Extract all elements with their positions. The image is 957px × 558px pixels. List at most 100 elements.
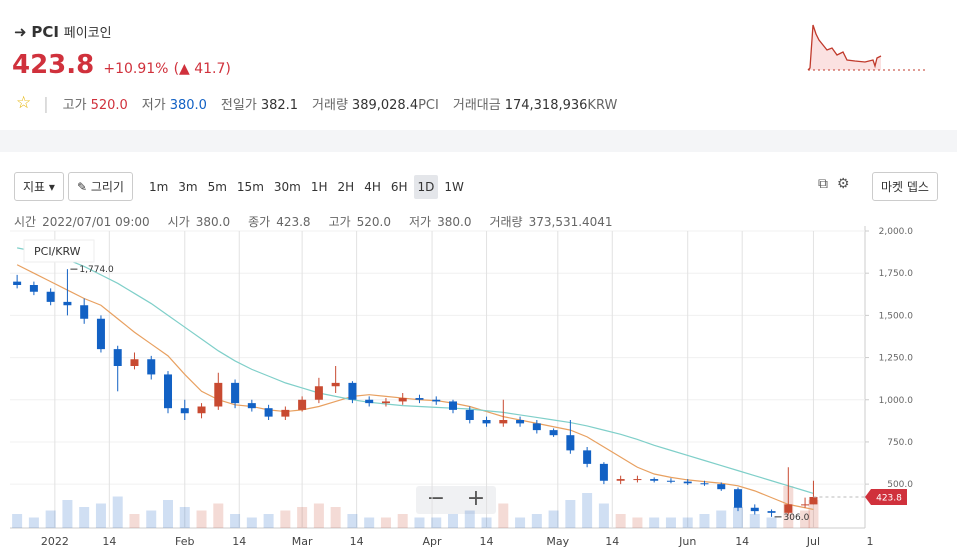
volume-bar — [582, 493, 593, 528]
stat: 거래량 389,028.4PCI — [312, 94, 439, 113]
divider: | — [43, 93, 49, 113]
info-label: 거래량 — [489, 215, 523, 229]
candle-body — [700, 483, 709, 485]
candle-body — [113, 349, 122, 366]
draw-button[interactable]: ✎ 그리기 — [67, 172, 133, 201]
indicator-button[interactable]: 지표 ▾ — [14, 172, 64, 201]
zoom-in[interactable]: + — [467, 486, 485, 511]
spark-line — [807, 24, 882, 71]
stat-value: 174,318,936 — [504, 97, 588, 113]
stat-label: 거래량 — [312, 97, 348, 113]
candle-body — [616, 479, 625, 481]
stat: 거래대금 174,318,936KRW — [453, 94, 617, 113]
volume-bar — [364, 517, 375, 528]
candle-body — [583, 450, 592, 464]
settings-icon[interactable]: ⚙ — [836, 176, 850, 192]
x-tick-label: Jun — [678, 535, 696, 548]
x-tick-label: Apr — [423, 535, 443, 548]
stat: 전일가 382.1 — [221, 94, 298, 113]
interval-button[interactable]: 1m — [148, 179, 169, 194]
volume-bar — [733, 507, 744, 528]
candle-body — [29, 285, 38, 292]
interval-button[interactable]: 5m — [207, 179, 227, 194]
volume-bar — [682, 517, 693, 528]
toolbar-icons: ⧉ ⚙ — [818, 176, 849, 192]
info-item: 시가 380.0 — [168, 215, 230, 229]
stat: 고가 520.0 — [63, 94, 128, 113]
change-amount: (▲ 41.7) — [173, 61, 231, 77]
candle-body — [801, 504, 810, 506]
stat-unit: PCI — [418, 97, 439, 113]
candle-body — [717, 484, 726, 490]
volume-bar — [263, 514, 274, 528]
volume-bar — [548, 510, 559, 528]
stat: 저가 380.0 — [142, 94, 207, 113]
interval-button[interactable]: 30m — [273, 179, 301, 194]
candle-body — [532, 423, 541, 431]
interval-button[interactable]: 1H — [310, 179, 328, 194]
stat-label: 전일가 — [220, 97, 257, 113]
info-value: 373,531.4041 — [528, 215, 613, 229]
candle-body — [784, 504, 793, 513]
y-tick-label: 500.0 — [887, 480, 913, 490]
x-tick-label: 14 — [232, 535, 246, 548]
toolbar: 지표 ▾ ✎ 그리기 1m 3m 5m 15m 30m 1H 2H 4H 6H 1D 1W — [14, 172, 470, 201]
x-tick-label: 1 — [867, 535, 874, 548]
volume-bar — [766, 517, 777, 528]
market-depth-button[interactable]: 마켓 뎁스 — [872, 172, 938, 201]
volume-bar — [598, 503, 609, 528]
candle-body — [281, 409, 290, 417]
label: 지표 — [23, 180, 46, 194]
x-tick-label: 2022 — [41, 535, 69, 548]
interval-button[interactable]: 15m — [236, 179, 264, 194]
candle-body — [96, 318, 105, 350]
favorite-star[interactable]: ☆ — [16, 93, 32, 113]
interval-button[interactable]: 3m — [178, 179, 198, 194]
volume-bar — [347, 514, 358, 528]
symbol: PCI — [31, 23, 59, 41]
annotation: 1,774.0 — [79, 265, 114, 275]
x-tick-label: May — [546, 535, 569, 548]
volume-bar — [515, 517, 526, 528]
last-price-label: 423.8 — [876, 493, 902, 503]
stat-label: 거래대금 — [452, 97, 501, 113]
x-tick-label: 14 — [480, 535, 494, 548]
volume-bar — [481, 517, 492, 528]
volume-bar — [380, 517, 391, 528]
candle-body — [499, 420, 508, 424]
interval-button[interactable]: 4H — [364, 179, 381, 194]
volume-bar — [179, 507, 190, 528]
y-tick-label: 750.0 — [887, 438, 913, 448]
info-item: 거래량 373,531.4041 — [489, 215, 612, 229]
interval-button[interactable]: 6H — [390, 179, 408, 194]
x-tick-label: Jul — [806, 535, 820, 548]
popout-icon[interactable]: ⧉ — [818, 176, 828, 192]
stat-value: 380.0 — [169, 97, 207, 113]
candle-body — [683, 481, 692, 484]
zoom-out[interactable]: − — [427, 486, 445, 511]
info-label: 종가 — [248, 215, 271, 229]
candle-body — [566, 435, 575, 451]
candle-body — [650, 479, 659, 481]
volume-bar — [28, 517, 39, 528]
intervals: 1m 3m 5m 15m 30m 1H 2H 4H 6H 1D 1W — [145, 174, 470, 199]
volume-bar — [129, 514, 140, 528]
candle-body — [231, 382, 240, 404]
interval-button[interactable]: 2H — [337, 179, 355, 194]
x-tick-label: 14 — [605, 535, 619, 548]
candle-body — [482, 420, 491, 424]
interval-button[interactable]: 1W — [444, 179, 464, 194]
volume-bar — [79, 507, 90, 528]
sparkline — [807, 24, 927, 71]
candle-body — [750, 507, 759, 512]
candle-body — [465, 409, 474, 420]
candle-body — [214, 382, 223, 407]
volume-bar — [146, 510, 157, 528]
y-tick-label: 1,000.0 — [879, 396, 914, 406]
candle-body — [449, 401, 458, 410]
interval-button[interactable]: 1D — [413, 174, 439, 199]
candle-body — [331, 382, 340, 387]
y-tick-label: 1,250.0 — [879, 354, 914, 364]
volume-bar — [397, 514, 408, 528]
